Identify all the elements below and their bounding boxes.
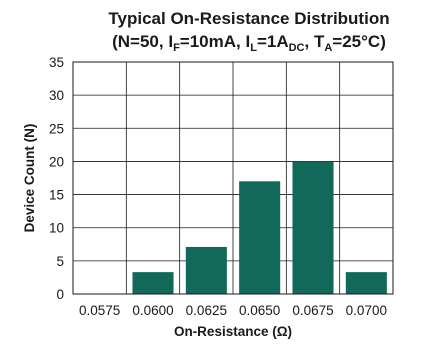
gridlines (73, 61, 393, 295)
y-tick-label: 15 (49, 188, 64, 203)
bars (132, 161, 387, 294)
x-tick-label: 0.0600 (132, 303, 173, 318)
chart-title: Typical On-Resistance Distribution (108, 9, 389, 28)
x-tick-label: 0.0575 (79, 303, 120, 318)
y-tick-labels: 0 5 10 15 20 25 30 35 (49, 55, 64, 302)
bar (345, 272, 387, 294)
y-tick-label: 0 (56, 287, 64, 302)
x-tick-label: 0.0700 (346, 303, 387, 318)
x-tick-labels: 0.0575 0.0600 0.0625 0.0650 0.0675 0.0700 (79, 303, 387, 318)
y-tick-label: 25 (49, 121, 64, 136)
chart-subtitle: (N=50, IF=10mA, IL=1ADC, TA=25°C) (112, 32, 386, 54)
x-tick-label: 0.0650 (239, 303, 280, 318)
y-tick-label: 35 (49, 55, 64, 70)
bar (292, 161, 334, 294)
plot-frame (72, 61, 394, 295)
bar (239, 181, 281, 294)
x-axis-label: On-Resistance (Ω) (174, 324, 292, 339)
x-tick-label: 0.0675 (292, 303, 333, 318)
y-tick-label: 10 (49, 221, 64, 236)
y-tick-label: 20 (49, 154, 64, 169)
bar (185, 246, 227, 294)
y-axis-label: Device Count (N) (22, 124, 37, 233)
y-tick-label: 30 (49, 88, 64, 103)
bar (132, 272, 174, 294)
x-tick-label: 0.0625 (186, 303, 227, 318)
y-tick-label: 5 (56, 254, 64, 269)
